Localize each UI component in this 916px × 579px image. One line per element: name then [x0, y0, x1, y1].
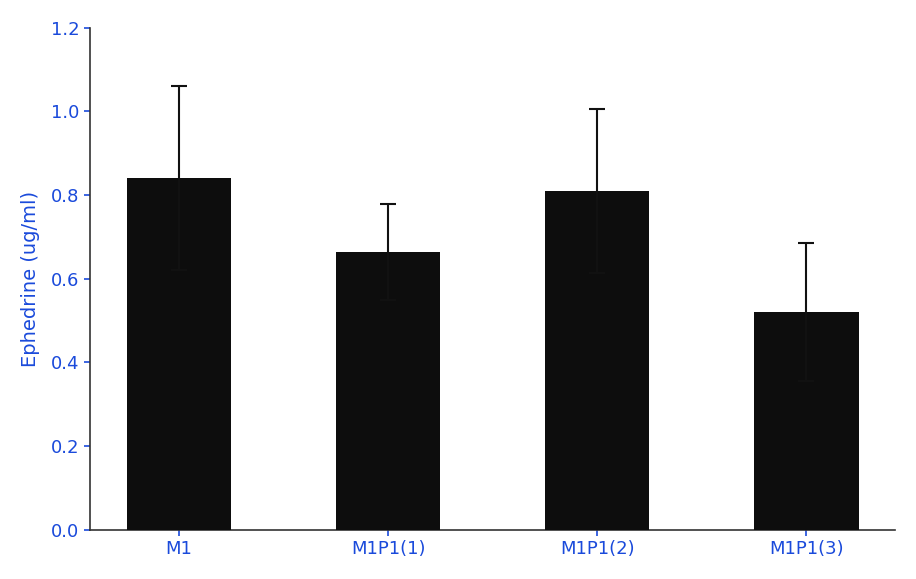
Bar: [336, 252, 441, 530]
Y-axis label: Ephedrine (ug/ml): Ephedrine (ug/ml): [21, 190, 39, 367]
Bar: [126, 178, 231, 530]
Bar: [754, 312, 858, 530]
Bar: [545, 191, 649, 530]
